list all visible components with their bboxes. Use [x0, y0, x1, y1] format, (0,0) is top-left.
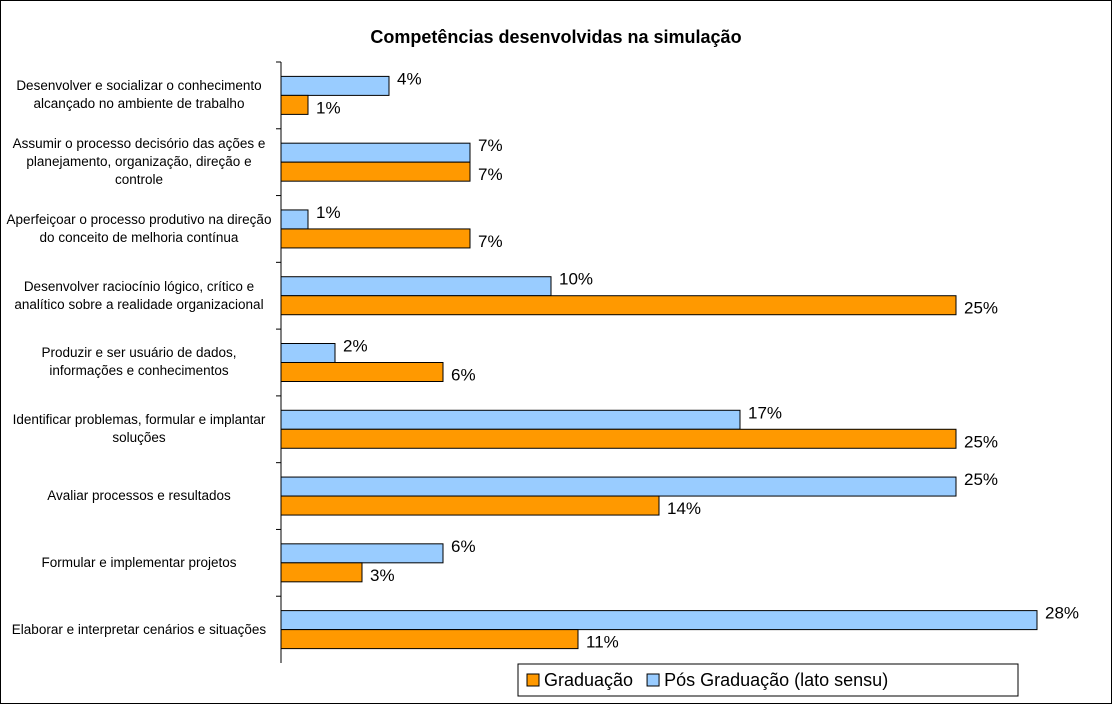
- category-label: Aperfeiçoar o processo produtivo na dire…: [6, 211, 272, 245]
- bar: [280, 428, 957, 449]
- category-label: Formular e implementar projetos: [41, 554, 237, 570]
- value-label: 1%: [316, 203, 341, 222]
- bar: [280, 228, 471, 249]
- legend-label: Graduação: [544, 670, 633, 690]
- legend-swatch: [646, 673, 660, 687]
- bar: [280, 94, 309, 115]
- value-label: 7%: [478, 165, 503, 184]
- bar: [280, 543, 444, 564]
- value-label: 7%: [478, 232, 503, 251]
- bar: [280, 161, 471, 182]
- legend-label: Pós Graduação (lato sensu): [664, 670, 888, 690]
- value-label: 3%: [370, 566, 395, 585]
- category-label-box: Aperfeiçoar o processo produtivo na dire…: [6, 211, 272, 245]
- chart-title: Competências desenvolvidas na simulação: [370, 27, 741, 47]
- value-label: 28%: [1045, 604, 1079, 623]
- category-label-box: Identificar problemas, formular e implan…: [12, 412, 266, 446]
- value-label: 1%: [316, 98, 341, 117]
- value-label: 10%: [559, 270, 593, 289]
- value-label: 25%: [964, 432, 998, 451]
- value-label: 4%: [397, 69, 422, 88]
- category-label: Produzir e ser usuário de dados, informa…: [41, 345, 237, 379]
- category-label-box: Elaborar e interpretar cenários e situaç…: [11, 621, 267, 637]
- category-label: Assumir o processo decisório das ações e…: [12, 136, 266, 188]
- bar: [280, 495, 660, 516]
- value-label: 25%: [964, 299, 998, 318]
- category-label-box: Produzir e ser usuário de dados, informa…: [41, 345, 237, 379]
- value-label: 25%: [964, 470, 998, 489]
- value-label: 6%: [451, 365, 476, 384]
- bar: [280, 295, 957, 316]
- bar: [280, 209, 309, 230]
- legend-box: [517, 663, 1019, 697]
- category-label-box: Desenvolver e socializar o conhecimento …: [16, 78, 262, 112]
- bar: [280, 142, 471, 163]
- value-label: 11%: [586, 633, 619, 652]
- bar: [280, 362, 444, 382]
- category-label: Desenvolver e socializar o conhecimento …: [16, 78, 262, 112]
- bar: [280, 476, 957, 497]
- value-label: 6%: [451, 537, 476, 556]
- category-label: Avaliar processos e resultados: [47, 488, 231, 504]
- category-label-box: Desenvolver raciocínio lógico, crítico e…: [14, 278, 264, 312]
- bar: [280, 562, 363, 583]
- bar: [280, 75, 390, 96]
- bar: [280, 610, 1038, 631]
- bar: [280, 343, 336, 363]
- bar: [280, 276, 552, 297]
- legend-swatch: [526, 673, 540, 687]
- value-label: 7%: [478, 136, 503, 155]
- category-label: Desenvolver raciocínio lógico, crítico e…: [14, 278, 264, 312]
- category-label-box: Formular e implementar projetos: [41, 554, 237, 570]
- bar: [280, 629, 579, 650]
- value-label: 14%: [667, 499, 701, 518]
- value-label: 17%: [748, 403, 782, 422]
- bar: [280, 409, 741, 430]
- category-label: Identificar problemas, formular e implan…: [12, 412, 266, 446]
- category-label: Elaborar e interpretar cenários e situaç…: [11, 621, 267, 637]
- value-label: 2%: [343, 336, 368, 355]
- category-label-box: Assumir o processo decisório das ações e…: [12, 136, 266, 188]
- category-label-box: Avaliar processos e resultados: [47, 488, 231, 504]
